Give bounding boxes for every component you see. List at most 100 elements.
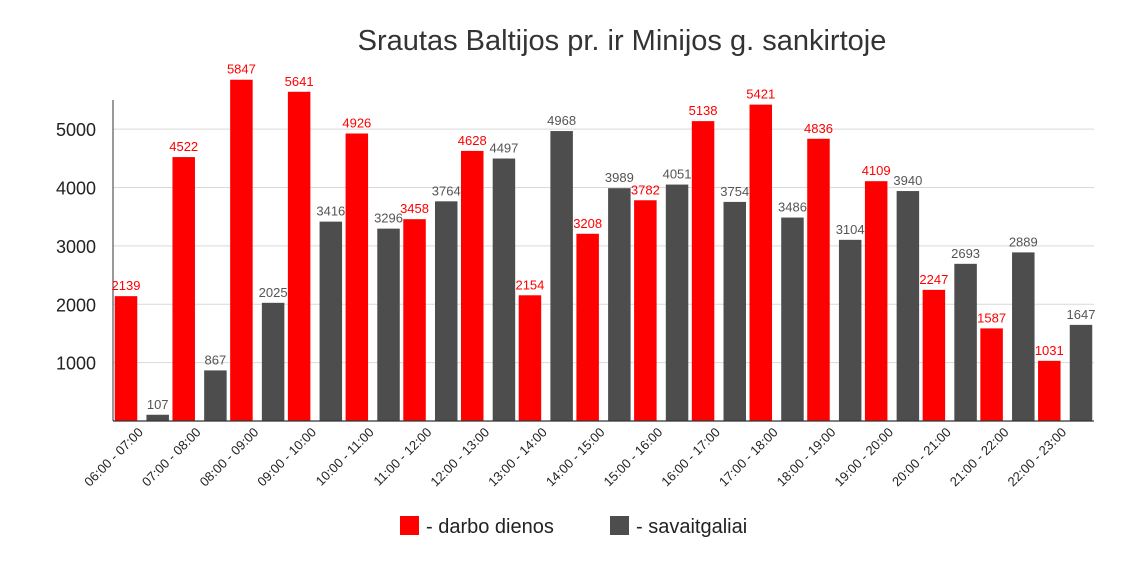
legend-label-savaitgaliai: - savaitgaliai	[636, 516, 747, 538]
bar-savaitgaliai	[261, 302, 285, 421]
bar-savaitgaliai	[550, 131, 573, 422]
bar-darbo-dienos	[864, 181, 888, 421]
data-label-savaitgaliai: 3989	[605, 170, 634, 185]
y-tick-label: 1000	[56, 354, 96, 374]
bar-darbo-dienos	[460, 150, 484, 421]
data-label-darbo-dienos: 2154	[515, 277, 544, 292]
bar-savaitgaliai	[1069, 324, 1093, 421]
bar-savaitgaliai	[319, 221, 343, 421]
data-label-savaitgaliai: 107	[147, 397, 169, 412]
bar-darbo-dienos	[807, 138, 830, 421]
data-label-darbo-dienos: 1031	[1035, 343, 1064, 358]
legend-swatch-savaitgaliai	[610, 516, 629, 535]
y-tick-label: 3000	[56, 237, 96, 257]
data-label-savaitgaliai: 3486	[778, 200, 807, 215]
bar-darbo-dienos	[576, 233, 599, 421]
data-label-savaitgaliai: 1647	[1067, 307, 1096, 322]
bar-savaitgaliai	[896, 191, 920, 421]
bar-savaitgaliai	[434, 201, 458, 421]
x-tick-label: 18:00 - 19:00	[774, 425, 839, 490]
bar-darbo-dienos	[230, 79, 253, 422]
data-label-savaitgaliai: 3416	[316, 204, 345, 219]
x-tick-label: 19:00 - 20:00	[831, 425, 896, 490]
data-label-savaitgaliai: 2025	[259, 285, 288, 300]
x-tick-label: 17:00 - 18:00	[716, 425, 781, 490]
bar-darbo-dienos	[114, 296, 138, 421]
x-tick-label: 06:00 - 07:00	[81, 425, 146, 490]
y-tick-label: 2000	[56, 295, 96, 315]
bar-savaitgaliai	[608, 188, 631, 421]
bars	[114, 79, 1093, 422]
data-label-savaitgaliai: 4051	[663, 167, 692, 182]
data-label-savaitgaliai: 3764	[432, 183, 461, 198]
data-label-savaitgaliai: 3104	[836, 222, 865, 237]
data-label-darbo-dienos: 5847	[227, 62, 256, 77]
data-label-darbo-dienos: 4926	[342, 116, 371, 131]
chart-title: Srautas Baltijos pr. ir Minijos g. sanki…	[358, 25, 887, 57]
bar-darbo-dienos	[518, 295, 542, 421]
bar-darbo-dienos	[403, 219, 426, 421]
y-axis: 1000 2000 3000 4000 5000	[56, 100, 114, 421]
bar-darbo-dienos	[634, 200, 657, 421]
x-tick-label: 07:00 - 08:00	[139, 425, 204, 490]
data-label-darbo-dienos: 3782	[631, 182, 660, 197]
data-label-darbo-dienos: 5138	[689, 103, 718, 118]
data-label-savaitgaliai: 3296	[374, 211, 403, 226]
x-tick-label: 12:00 - 13:00	[427, 425, 492, 490]
x-tick-label: 20:00 - 21:00	[889, 425, 954, 490]
data-labels: 2139107452286758472025564134164926329634…	[112, 62, 1096, 412]
bar-savaitgaliai	[665, 184, 689, 421]
data-label-darbo-dienos: 4522	[169, 139, 198, 154]
data-label-savaitgaliai: 867	[205, 352, 227, 367]
bar-savaitgaliai	[492, 158, 516, 421]
y-tick-label: 5000	[56, 120, 96, 140]
x-tick-label: 14:00 - 15:00	[543, 425, 608, 490]
data-label-savaitgaliai: 3754	[720, 184, 749, 199]
grid-lines	[113, 128, 1094, 364]
data-label-darbo-dienos: 5641	[285, 74, 314, 89]
bar-darbo-dienos	[1038, 360, 1061, 421]
bar-savaitgaliai	[146, 414, 169, 421]
bar-darbo-dienos	[980, 328, 1003, 421]
y-tick-label: 4000	[56, 179, 96, 199]
x-tick-label: 15:00 - 16:00	[601, 425, 666, 490]
data-label-darbo-dienos: 3208	[573, 216, 602, 231]
data-label-darbo-dienos: 4628	[458, 133, 487, 148]
x-tick-label: 13:00 - 14:00	[485, 425, 550, 490]
bar-savaitgaliai	[377, 228, 400, 421]
bar-darbo-dienos	[749, 104, 773, 422]
data-label-darbo-dienos: 4836	[804, 121, 833, 136]
x-tick-label: 21:00 - 22:00	[947, 425, 1012, 490]
x-tick-label: 10:00 - 11:00	[313, 425, 377, 489]
bar-savaitgaliai	[1012, 252, 1035, 421]
x-tick-label: 08:00 - 09:00	[197, 425, 262, 490]
data-label-darbo-dienos: 4109	[862, 163, 891, 178]
data-label-savaitgaliai: 3940	[893, 173, 922, 188]
data-label-savaitgaliai: 2693	[951, 246, 980, 261]
x-tick-label: 09:00 - 10:00	[254, 425, 319, 490]
data-label-savaitgaliai: 4497	[489, 141, 518, 156]
data-label-savaitgaliai: 4968	[547, 113, 576, 128]
data-label-darbo-dienos: 3458	[400, 201, 429, 216]
bar-darbo-dienos	[922, 289, 946, 421]
bar-darbo-dienos	[345, 133, 369, 421]
data-label-darbo-dienos: 2139	[112, 278, 141, 293]
bar-savaitgaliai	[954, 263, 977, 421]
x-tick-label: 22:00 - 23:00	[1004, 425, 1069, 490]
legend-swatch-darbo-dienos	[400, 516, 419, 535]
bar-darbo-dienos	[691, 121, 715, 422]
data-label-darbo-dienos: 2247	[919, 272, 948, 287]
legend-label-darbo-dienos: - darbo dienos	[426, 516, 554, 538]
bar-darbo-dienos	[287, 91, 311, 422]
bar-darbo-dienos	[172, 157, 195, 421]
legend: - darbo dienos - savaitgaliai	[400, 516, 747, 538]
x-tick-label: 16:00 - 17:00	[658, 425, 723, 490]
bar-savaitgaliai	[781, 217, 804, 421]
bar-savaitgaliai	[204, 370, 227, 421]
data-label-darbo-dienos: 5421	[746, 87, 775, 102]
data-label-darbo-dienos: 1587	[977, 310, 1006, 325]
bar-savaitgaliai	[723, 201, 747, 421]
